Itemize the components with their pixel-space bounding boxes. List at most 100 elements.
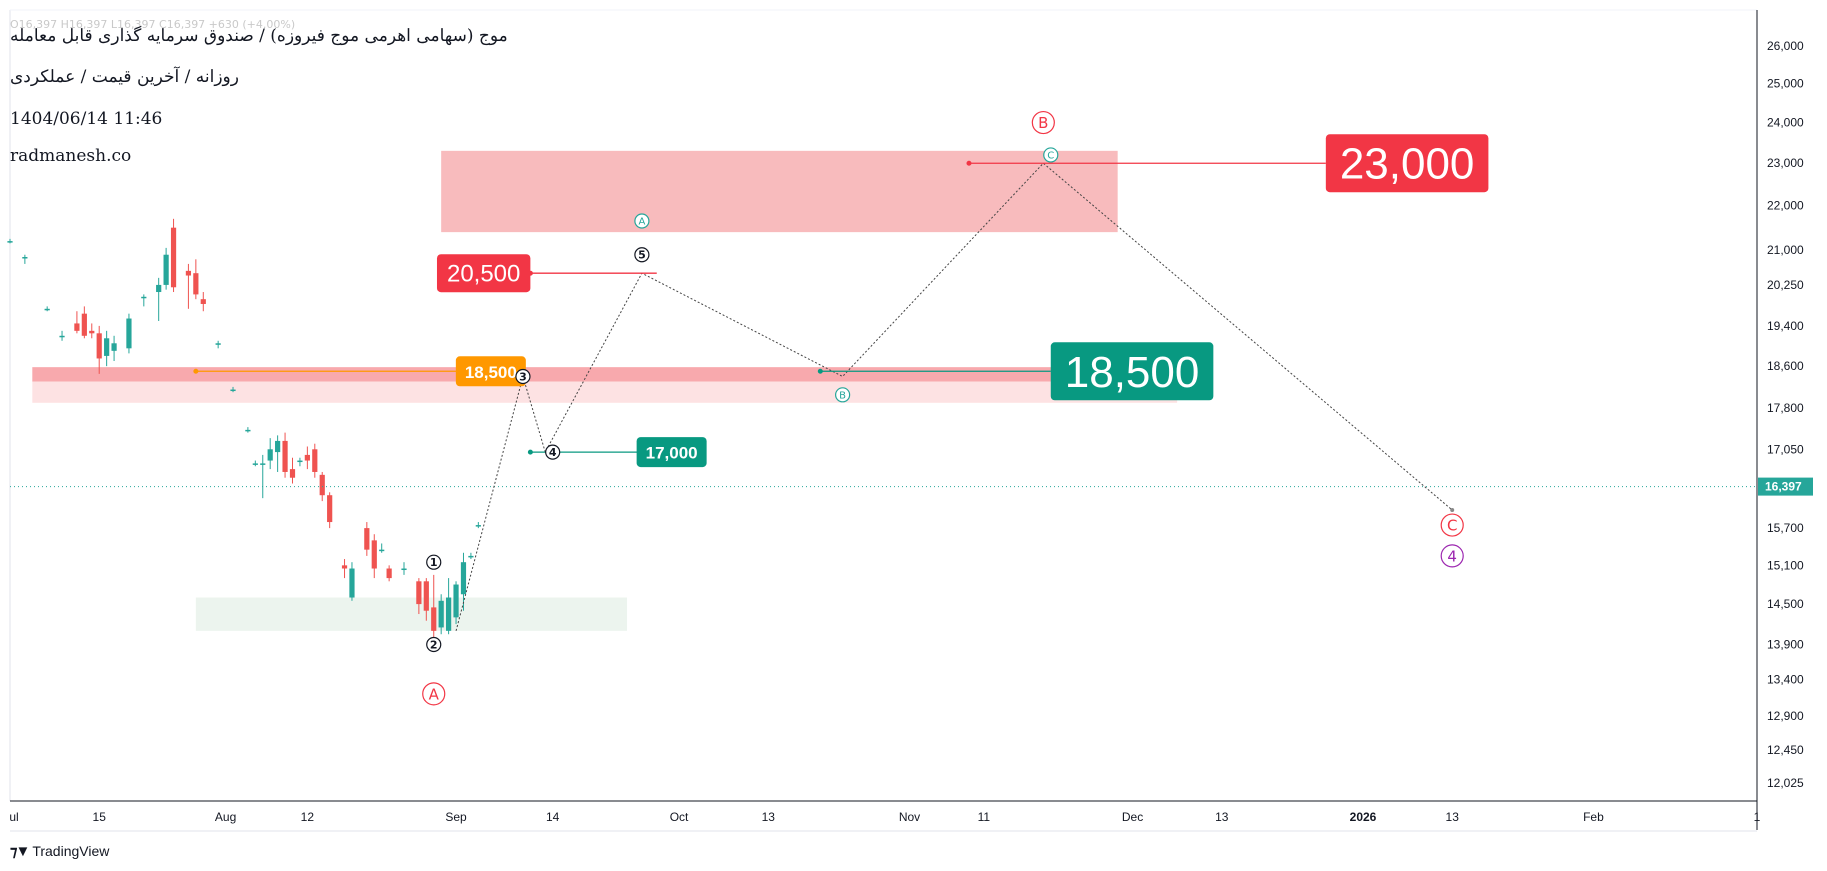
- candle: [200, 292, 206, 312]
- time-tick-label: 1: [1754, 810, 1761, 824]
- candle-body: [275, 440, 281, 453]
- candle-body: [468, 555, 474, 558]
- time-tick-label: Feb: [1583, 810, 1604, 824]
- candle: [163, 247, 169, 290]
- candle-body: [81, 313, 87, 336]
- zone-rect: [195, 597, 628, 631]
- level-label-box: [455, 356, 526, 387]
- time-tick-label: 15: [93, 810, 107, 824]
- tradingview-logo-icon: ⁊▼: [10, 843, 30, 860]
- candle-body: [185, 270, 192, 276]
- price-tick-label: 17,800: [1767, 401, 1804, 415]
- price-tick-label: 19,400: [1767, 319, 1804, 333]
- level-label-text: 23,000: [1340, 140, 1475, 189]
- current-price-tag-box: [1758, 477, 1813, 496]
- tradingview-brand[interactable]: ⁊▼ TradingView: [10, 842, 109, 860]
- candles-layer: [7, 218, 481, 645]
- candle-body: [349, 568, 355, 598]
- zone-rect: [441, 150, 1118, 233]
- candle-body: [260, 463, 266, 465]
- wave-label-text: 4: [1447, 547, 1457, 565]
- level-anchor-dot: [966, 160, 972, 166]
- levels-layer: 23,000 20,500 18,500 18,500 17,000: [193, 134, 1489, 468]
- wave-label-text: 1: [430, 556, 438, 569]
- candle: [215, 340, 221, 349]
- wave-label-10: C: [1440, 513, 1464, 537]
- candle: [185, 263, 192, 309]
- level-label-box: [636, 437, 707, 468]
- candle-body: [215, 343, 221, 345]
- price-tick-label: 22,000: [1767, 199, 1804, 213]
- candle: [111, 335, 117, 362]
- ohlc-readout: O16,397 H16,397 L16,397 C16,397 +630 (+4…: [10, 18, 296, 31]
- candle-body: [460, 562, 467, 595]
- candle: [453, 581, 459, 625]
- wave-label-0: 1: [426, 554, 442, 570]
- candle-body: [289, 469, 296, 478]
- level-label-box: [436, 254, 531, 293]
- candle-body: [327, 495, 333, 523]
- price-axis[interactable]: 26,000 25,000 24,000 23,000 22,000 21,000 20,2…: [1758, 39, 1813, 790]
- candle: [252, 460, 258, 467]
- time-tick-label: 11: [978, 810, 991, 824]
- time-tick-label: 13: [1446, 810, 1460, 824]
- wave-label-circle: [634, 247, 650, 263]
- candle: [386, 565, 392, 582]
- candle-body: [230, 389, 236, 392]
- wave-label-circle: [422, 682, 446, 706]
- candle: [438, 594, 444, 635]
- candle: [104, 330, 110, 367]
- candle-body: [379, 549, 385, 552]
- candle: [312, 443, 318, 478]
- candle-body: [371, 540, 377, 569]
- zones-layer: [32, 150, 1178, 631]
- projection-end-arrow: [1450, 508, 1455, 513]
- price-tick-label: 23,000: [1767, 156, 1804, 170]
- candle-body: [304, 454, 310, 461]
- level-0: 23,000: [966, 134, 1489, 193]
- wave-label-4: 5: [634, 247, 650, 263]
- candle: [193, 259, 199, 300]
- candle: [156, 277, 162, 321]
- candle: [59, 330, 65, 341]
- candle-body: [319, 474, 325, 496]
- wave-label-circle: [1031, 110, 1055, 135]
- candle: [297, 457, 303, 467]
- candle-body: [386, 568, 392, 579]
- candle-body: [111, 343, 117, 351]
- time-tick-label: 14: [546, 810, 560, 824]
- level-anchor-dot: [817, 368, 823, 374]
- candle-body: [297, 460, 303, 463]
- time-tick-label: 2026: [1350, 810, 1377, 824]
- tradingview-label: TradingView: [32, 843, 110, 859]
- level-label-box: [1050, 342, 1214, 401]
- time-tick-label: 12: [301, 810, 315, 824]
- candle-body: [431, 607, 437, 631]
- candle-body: [341, 565, 348, 569]
- candle: [289, 457, 296, 484]
- candle-body: [475, 525, 481, 527]
- candle-body: [200, 299, 206, 304]
- wave-label-text: 2: [430, 638, 438, 651]
- price-tick-label: 12,900: [1767, 709, 1804, 723]
- time-axis[interactable]: ul 15 Aug 12 Sep 14 Oct 13 Nov 11 Dec 13 2026 13 Feb 1: [9, 810, 1760, 824]
- wave-label-text: C: [1447, 516, 1457, 534]
- wave-label-text: B: [839, 390, 846, 401]
- candle-body: [104, 338, 110, 356]
- candle-body: [89, 330, 95, 334]
- wave-label-circle: [1440, 513, 1464, 537]
- price-tick-label: 15,700: [1767, 521, 1804, 535]
- chart-title: موج (سهامی اهرمی موج فیروزه) / صندوق سرم…: [10, 26, 508, 46]
- wave-label-circle: [545, 444, 561, 460]
- candle: [170, 218, 177, 293]
- wave-label-circle: [1043, 147, 1059, 163]
- candle: [126, 313, 132, 354]
- wave-label-circle: [634, 213, 650, 229]
- wave-labels-layer: 1 2 3 4 5 A B C A B C 4: [422, 110, 1464, 706]
- candle-body: [156, 284, 162, 293]
- price-tick-label: 20,250: [1767, 278, 1804, 292]
- wave-label-9: B: [1031, 110, 1055, 135]
- price-axis-bg[interactable]: [1757, 0, 1827, 801]
- candle: [327, 492, 333, 529]
